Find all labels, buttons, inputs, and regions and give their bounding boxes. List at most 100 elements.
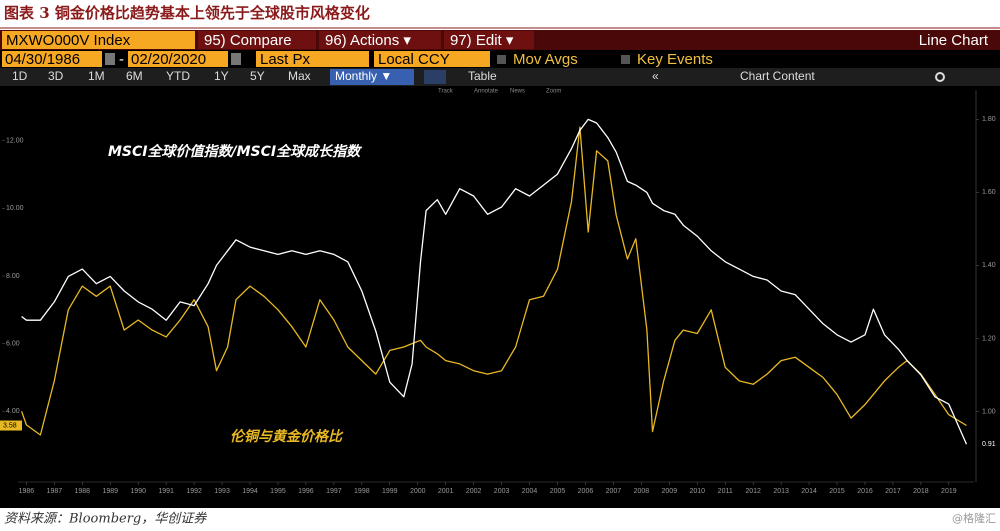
date-separator: - — [119, 51, 124, 68]
chart-icon[interactable] — [424, 70, 446, 84]
y-tick-label: 8.00 — [6, 273, 20, 280]
figure-title: 图表 3 铜金价格比趋势基本上领先于全球股市风格变化 — [4, 4, 370, 22]
compare-button[interactable] — [198, 31, 316, 49]
y2-tick-label: 1.20 — [982, 335, 996, 342]
x-tick-label: 2009 — [662, 488, 678, 495]
x-tick-label: 1999 — [382, 488, 398, 495]
data-line — [20, 126, 967, 436]
security-field[interactable] — [2, 31, 195, 49]
x-tick-label: 2002 — [466, 488, 482, 495]
currency-select[interactable] — [374, 51, 490, 67]
end-value-tag — [0, 420, 22, 431]
x-tick-label: 1986 — [19, 488, 35, 495]
x-tick-label: 2000 — [410, 488, 426, 495]
series-label: 伦铜与黄金价格比 — [230, 428, 344, 445]
mov-avgs: Mov Avgs — [513, 51, 578, 68]
chart-tool[interactable]: Annotate — [474, 89, 499, 95]
x-tick-label: 1995 — [270, 488, 286, 495]
field: Last Px — [260, 51, 311, 68]
y2-tick-label: 1.60 — [982, 189, 996, 196]
actions: 96) Actions ▾ — [325, 32, 411, 49]
x-tick-label: 1989 — [102, 488, 118, 495]
x-tick-label: 2012 — [745, 488, 761, 495]
actions-button[interactable] — [319, 31, 441, 49]
checkbox[interactable] — [621, 55, 630, 64]
x-tick-label: 1998 — [354, 488, 370, 495]
chart-tool[interactable]: Zoom — [546, 89, 561, 95]
x-tick-label: 2004 — [522, 488, 538, 495]
period-tab[interactable]: Max — [288, 69, 311, 83]
period-tab[interactable]: 5Y — [250, 69, 265, 83]
y2-tick-label: 1.80 — [982, 116, 996, 123]
end-date: 02/20/2020 — [131, 51, 206, 68]
series-label: MSCI全球价值指数/MSCI全球成长指数 — [108, 143, 362, 160]
x-tick-label: 1987 — [47, 488, 63, 495]
x-tick-label: 2014 — [801, 488, 817, 495]
period-tab[interactable]: 1D — [12, 69, 28, 83]
x-tick-label: 1990 — [130, 488, 146, 495]
x-tick-label: 2019 — [941, 488, 957, 495]
data-line — [21, 118, 968, 445]
end-value-label: 3.58 — [3, 422, 17, 429]
y2-tick-label: 1.40 — [982, 262, 996, 269]
x-tick-label: 1993 — [214, 488, 230, 495]
y2-tick-label: 1.00 — [982, 408, 996, 415]
x-tick-label: 1988 — [75, 488, 91, 495]
end-date-field[interactable] — [128, 51, 228, 67]
x-tick-label: 2013 — [773, 488, 789, 495]
key-events: Key Events — [637, 51, 713, 68]
currency: Local CCY — [378, 51, 450, 68]
x-tick-label: 1996 — [298, 488, 314, 495]
chart-tools: Track Annotate News Zoom — [438, 89, 561, 95]
y-tick-label: 4.00 — [6, 408, 20, 415]
x-tick-label: 2017 — [885, 488, 901, 495]
x-tick-label: 2007 — [606, 488, 622, 495]
edit: 97) Edit ▾ — [450, 32, 514, 49]
start-date: 04/30/1986 — [5, 51, 80, 68]
x-tick-label: 1994 — [242, 488, 258, 495]
settings-icon[interactable] — [935, 72, 945, 82]
chart-tool[interactable]: Track — [438, 89, 454, 95]
watermark: @格隆汇 — [952, 511, 996, 525]
table-button[interactable]: Table — [468, 69, 497, 83]
chart-type: Line Chart — [919, 32, 989, 49]
end-value-tag — [978, 439, 998, 450]
period-tab[interactable]: 3D — [48, 69, 64, 83]
x-tick-label: 2001 — [438, 488, 454, 495]
edit-button[interactable] — [444, 31, 534, 49]
security: MXWO000V Index — [6, 32, 131, 49]
x-tick-label: 2010 — [689, 488, 705, 495]
plot: 1986 1987 1988 1989 1990 1991 1992 1993 1994 1995… — [0, 90, 998, 495]
x-tick-label: 1991 — [158, 488, 174, 495]
x-tick-label: 1997 — [326, 488, 342, 495]
start-date-field[interactable] — [2, 51, 102, 67]
field-select[interactable] — [256, 51, 369, 67]
x-tick-label: 2005 — [550, 488, 566, 495]
checkbox[interactable] — [497, 55, 506, 64]
calendar-icon[interactable] — [231, 53, 241, 65]
compare: 95) Compare — [204, 32, 292, 49]
frequency-select[interactable] — [330, 69, 414, 85]
chart-tool[interactable]: News — [510, 89, 525, 95]
x-tick-label: 2003 — [494, 488, 510, 495]
x-tick-label: 2018 — [913, 488, 929, 495]
x-tick-label: 2011 — [718, 488, 733, 495]
chart-content[interactable]: Chart Content — [740, 69, 815, 83]
plot-background — [0, 86, 1000, 508]
calendar-icon[interactable] — [105, 53, 115, 65]
x-tick-label: 2016 — [857, 488, 873, 495]
x-tick-label: 2015 — [829, 488, 845, 495]
source-note: 资料来源：Bloomberg，华创证券 — [4, 512, 207, 527]
collapse-button[interactable]: « — [652, 69, 659, 83]
frequency: Monthly ▼ — [335, 69, 392, 83]
end-value-label: 0.91 — [982, 441, 996, 448]
x-tick-label: 2008 — [634, 488, 650, 495]
y-tick-label: 10.00 — [6, 205, 24, 212]
period-tab[interactable]: 1Y — [214, 69, 229, 83]
period-tab[interactable]: 6M — [126, 69, 143, 83]
period-tab[interactable]: YTD — [166, 69, 190, 83]
period-tab[interactable]: 1M — [88, 69, 105, 83]
period-tabs: 1D 3D 1M 6M YTD 1Y 5Y Max — [12, 69, 311, 83]
